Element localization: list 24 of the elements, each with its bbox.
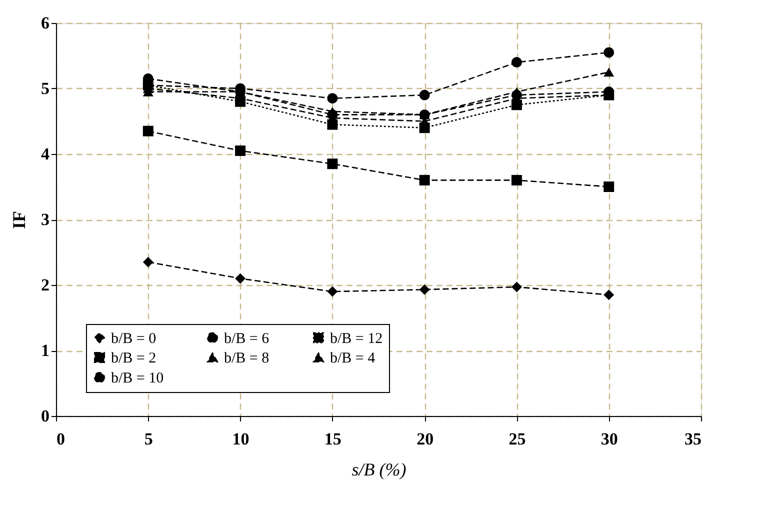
y-tick-label: 2: [41, 276, 50, 294]
x-tick-label: 15: [324, 430, 342, 448]
legend-label: b/B = 6: [224, 330, 270, 347]
x-tick-label: 20: [416, 430, 434, 448]
x-tick-label: 35: [684, 430, 702, 448]
y-axis-title: IF: [9, 210, 29, 229]
x-tick-label: 5: [144, 430, 153, 448]
legend-label: b/B = 8: [224, 350, 270, 366]
y-tick-label: 1: [41, 341, 50, 360]
legend-label: b/B = 2: [111, 350, 156, 366]
legend-label: b/B = 12: [330, 330, 383, 347]
x-tick-label: 0: [56, 430, 65, 448]
y-tick-label: 6: [41, 14, 50, 32]
y-tick-label: 3: [41, 210, 50, 229]
legend-label: b/B = 10: [111, 370, 164, 386]
y-tick-label: 0: [41, 406, 50, 426]
legend-label: b/B = 4: [330, 350, 376, 366]
y-tick-label: 5: [41, 79, 50, 98]
x-tick-label: 30: [600, 430, 618, 448]
x-tick-label: 25: [508, 430, 526, 448]
legend-label: b/B = 0: [111, 330, 156, 347]
y-tick-label: 4: [41, 144, 50, 164]
x-tick-label: 10: [232, 430, 250, 448]
x-axis-title: s/B (%): [352, 460, 406, 480]
